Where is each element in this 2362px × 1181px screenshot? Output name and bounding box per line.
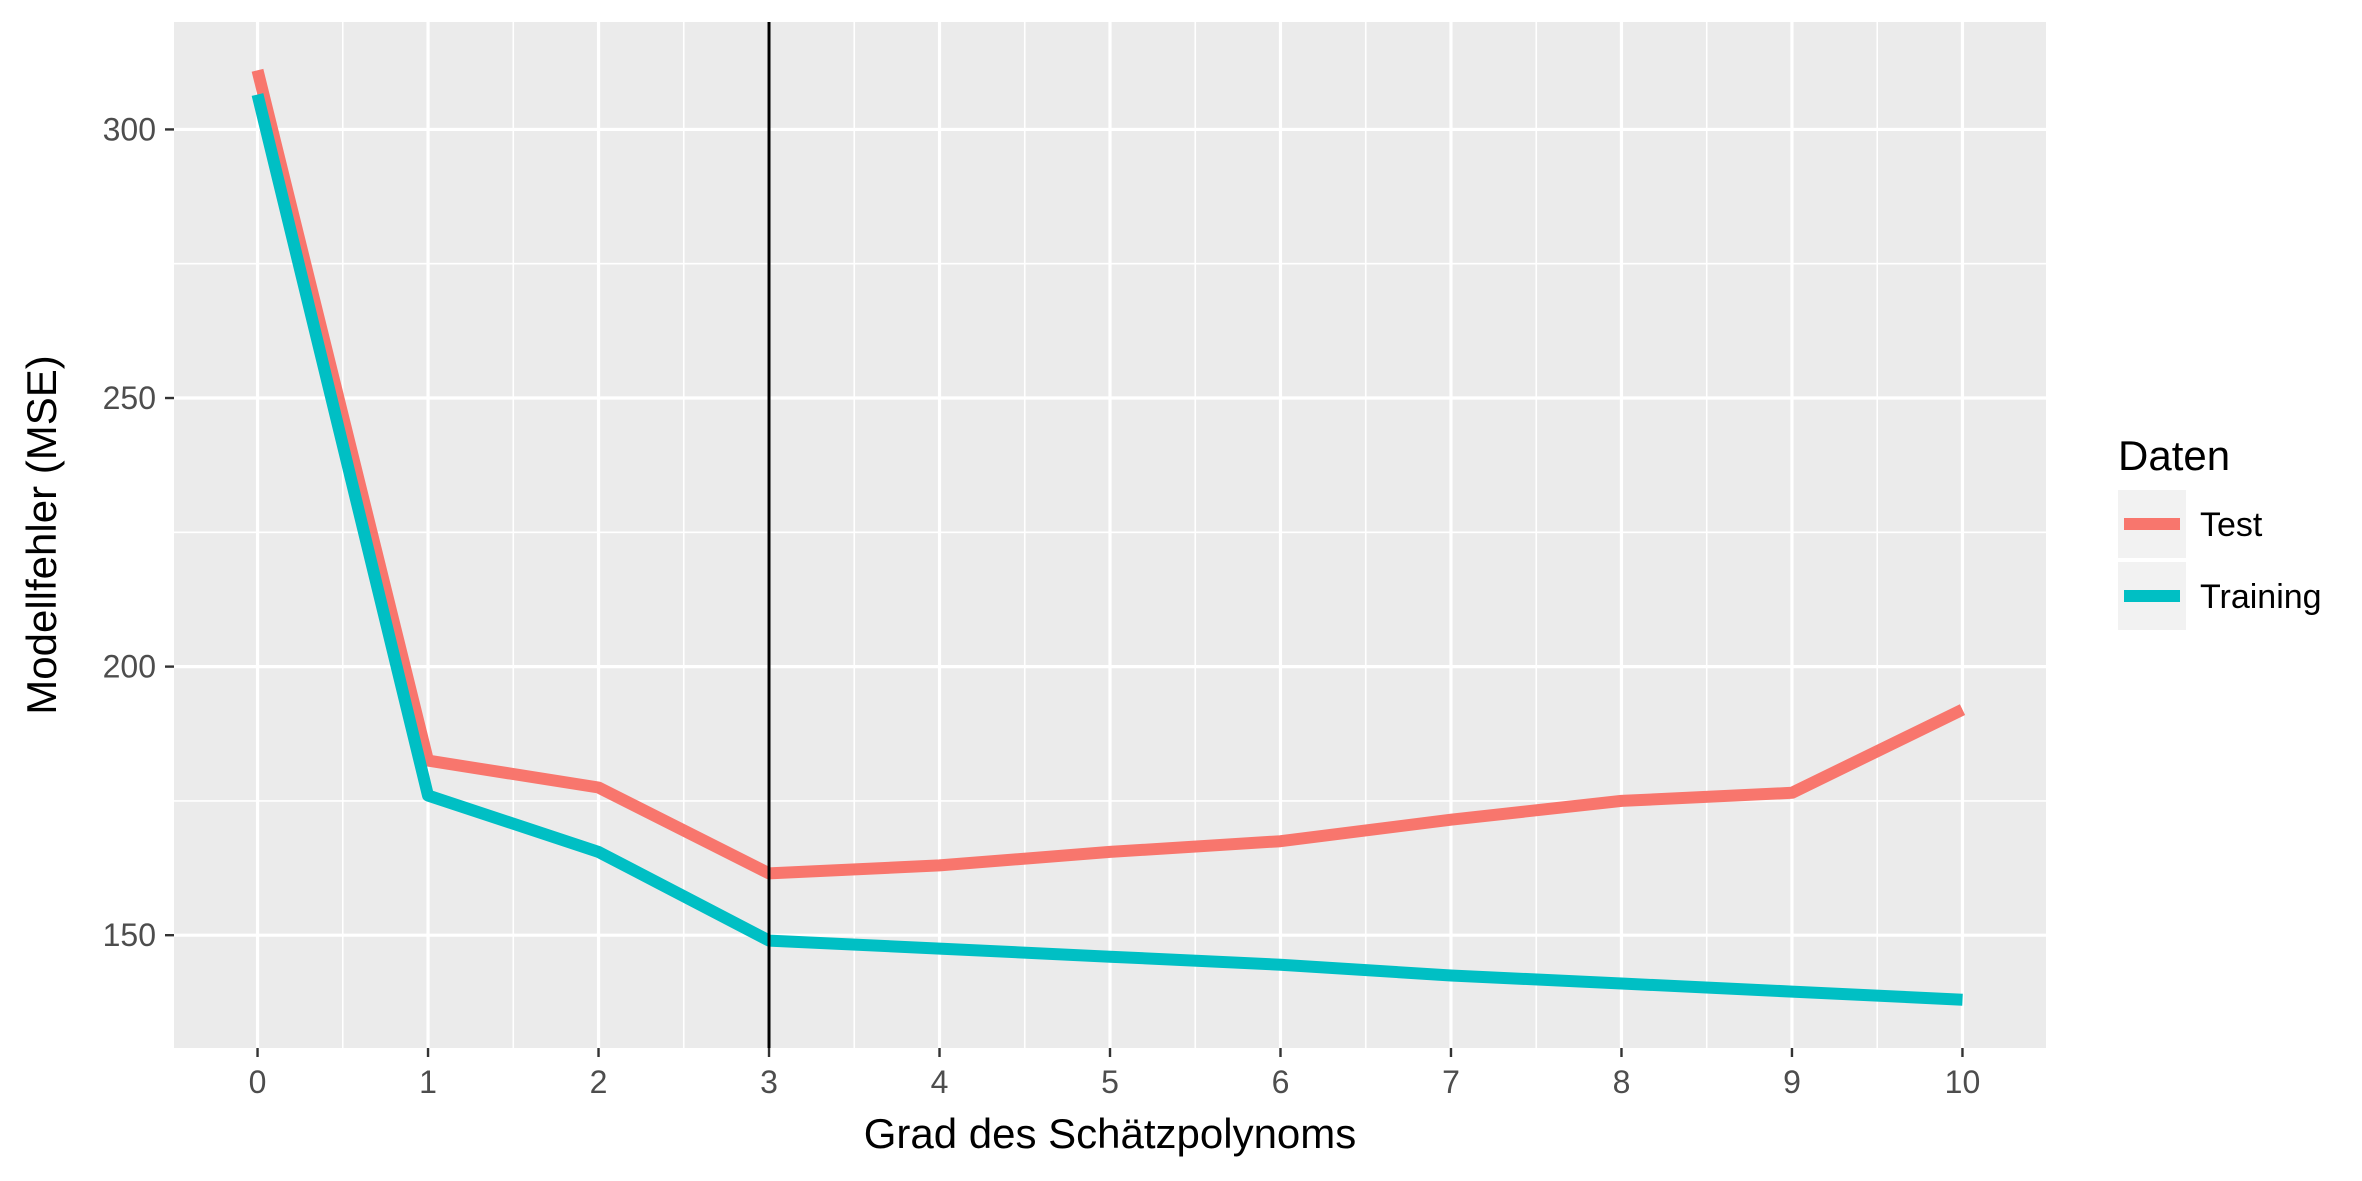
x-tick-label: 10 (1945, 1064, 1981, 1100)
x-tick-label: 7 (1442, 1064, 1460, 1100)
y-axis-ticks: 150 200 250 300 (103, 111, 174, 953)
y-tick-label: 300 (103, 111, 156, 147)
y-tick-label: 200 (103, 649, 156, 685)
series-line-training (251, 93, 1963, 1006)
x-tick-label: 3 (760, 1064, 778, 1100)
series-line-test (251, 68, 1966, 880)
x-tick-label: 5 (1101, 1064, 1119, 1100)
series-lines (251, 68, 1966, 1006)
x-tick-label: 4 (931, 1064, 949, 1100)
x-tick-label: 2 (590, 1064, 608, 1100)
x-axis-ticks: 0 1 2 3 4 5 6 7 8 9 10 (249, 1048, 1981, 1100)
x-tick-label: 0 (249, 1064, 267, 1100)
legend-label-test: Test (2200, 506, 2263, 544)
legend: Daten Test Training (2118, 432, 2322, 630)
x-axis-title: Grad des Schätzpolynoms (864, 1110, 1357, 1157)
legend-label-training: Training (2200, 578, 2322, 616)
x-tick-label: 6 (1272, 1064, 1290, 1100)
x-tick-label: 8 (1613, 1064, 1631, 1100)
y-tick-label: 150 (103, 917, 156, 953)
x-tick-label: 9 (1783, 1064, 1801, 1100)
y-tick-label: 250 (103, 380, 156, 416)
x-tick-label: 1 (419, 1064, 437, 1100)
legend-title: Daten (2118, 432, 2230, 479)
y-axis-title: Modellfehler (MSE) (18, 355, 65, 714)
